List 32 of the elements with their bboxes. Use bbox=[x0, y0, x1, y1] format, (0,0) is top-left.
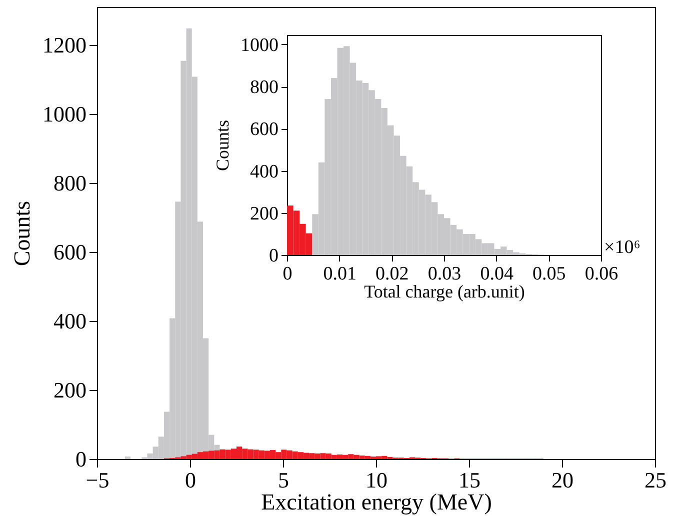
x-tick-label: 20 bbox=[552, 468, 574, 492]
x-tick-label: −5 bbox=[86, 468, 110, 492]
y-tick-label: 0 bbox=[269, 246, 278, 266]
x-tick-label: 10 bbox=[366, 468, 388, 492]
x-tick-label: 0.01 bbox=[323, 264, 356, 284]
x-tick-label: 0.02 bbox=[376, 264, 409, 284]
x-tick-label: 25 bbox=[644, 468, 666, 492]
y-tick-label: 200 bbox=[250, 203, 278, 224]
y-tick-label: 1000 bbox=[240, 34, 278, 56]
y-tick-label: 600 bbox=[250, 119, 278, 140]
y-axis-title: Counts bbox=[212, 120, 232, 172]
y-tick-label: 1000 bbox=[42, 101, 86, 126]
x-tick-label: 15 bbox=[458, 468, 480, 492]
y-tick-label: 600 bbox=[54, 239, 86, 264]
y-tick-label: 800 bbox=[250, 77, 278, 98]
y-axis-title: Counts bbox=[10, 200, 34, 266]
x-axis-title: Excitation energy (MeV) bbox=[261, 490, 492, 514]
y-tick-label: 400 bbox=[250, 161, 278, 182]
y-tick-label: 1200 bbox=[42, 32, 86, 58]
y-tick-label: 200 bbox=[54, 377, 86, 402]
x-axis-title: Total charge (arb.unit) bbox=[364, 282, 525, 302]
x-tick-label: 0 bbox=[185, 468, 196, 492]
x-tick-label: 0 bbox=[282, 264, 292, 284]
x-tick-label: 0.04 bbox=[480, 264, 514, 284]
x-tick-label: 5 bbox=[278, 468, 289, 492]
y-tick-label: 0 bbox=[76, 446, 86, 472]
x-tick-label: 0.06 bbox=[584, 264, 618, 284]
x-tick-label: 0.05 bbox=[532, 264, 566, 284]
y-tick-label: 800 bbox=[54, 170, 86, 196]
annotation: ×10⁶ bbox=[604, 237, 640, 258]
y-tick-label: 400 bbox=[54, 308, 86, 334]
x-tick-label: 0.03 bbox=[428, 264, 462, 284]
